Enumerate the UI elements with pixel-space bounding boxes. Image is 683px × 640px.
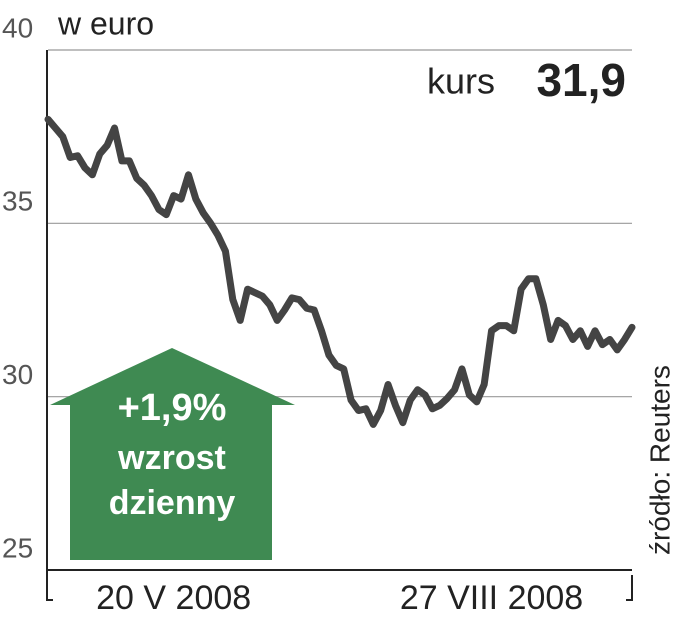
y-tick-label: 30 xyxy=(2,359,33,390)
x-tick-label: 20 V 2008 xyxy=(96,579,251,617)
x-axis-bracket xyxy=(46,598,53,601)
y-tick-label: 35 xyxy=(2,186,33,217)
headline-label: kurs xyxy=(427,61,495,102)
annotation-text: dzienny xyxy=(109,484,236,522)
y-tick-label: 25 xyxy=(2,532,33,563)
x-tick-label: 27 VIII 2008 xyxy=(400,579,583,617)
annotation-text: +1,9% xyxy=(118,387,227,429)
headline-value: 31,9 xyxy=(536,54,626,106)
source-note: źródło: Reuters xyxy=(644,365,675,555)
x-axis-bracket xyxy=(626,575,633,601)
price-line xyxy=(44,115,636,428)
annotation-arrow xyxy=(50,348,295,560)
y-axis-label: w euro xyxy=(57,5,154,41)
annotation-text: wzrost xyxy=(117,439,226,477)
y-tick-label: 40 xyxy=(2,12,33,43)
